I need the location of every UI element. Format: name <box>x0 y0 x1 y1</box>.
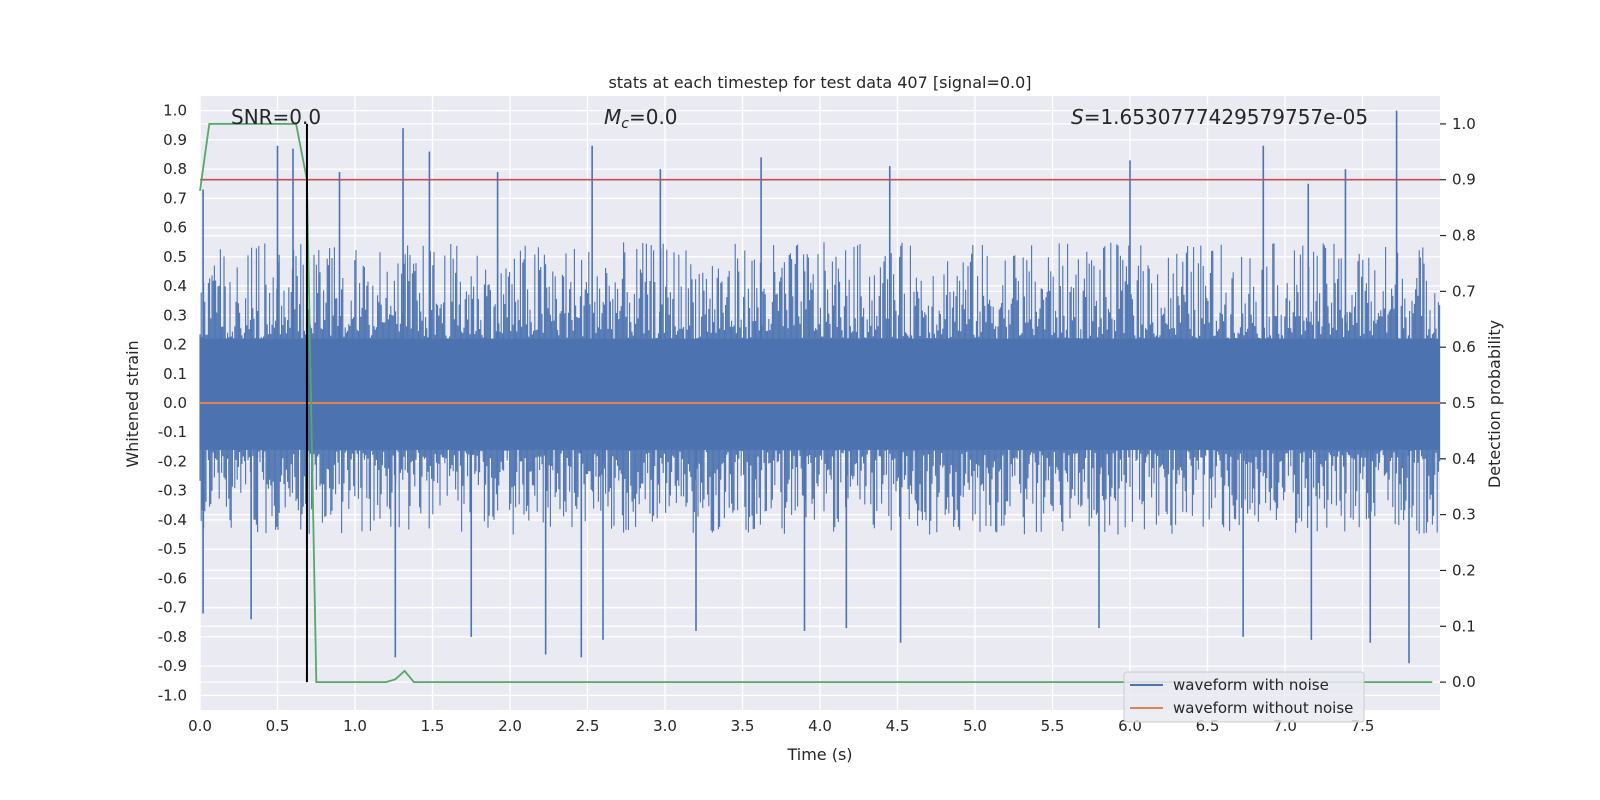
y-tick-label: 1.0 <box>163 102 187 120</box>
lines <box>199 123 1440 683</box>
y2-tick-label: 0.9 <box>1452 171 1476 189</box>
y2-tick-label: 0.1 <box>1452 617 1476 635</box>
y-tick-label: 0.0 <box>163 394 187 412</box>
y-tick-label: 0.8 <box>163 160 187 178</box>
x-tick-label: 3.0 <box>653 717 677 735</box>
legend: waveform with noise waveform without noi… <box>1123 671 1365 723</box>
y-tick-label: 0.5 <box>163 248 187 266</box>
y-tick-label: 0.9 <box>163 131 187 149</box>
ticks: 0.0 0.5 1.0 1.5 2.0 2.5 3.0 3.5 4.0 4.5 5.0 5.5 6.0 6… <box>158 102 1476 735</box>
y-tick-label: -1.0 <box>158 686 187 704</box>
y2-tick-label: 0.0 <box>1452 673 1476 691</box>
y-tick-label: 0.1 <box>163 365 187 383</box>
y-tick-label: 0.6 <box>163 219 187 237</box>
x-tick-label: 0.5 <box>266 717 290 735</box>
x-tick-label: 1.5 <box>421 717 445 735</box>
y-tick-label: 0.2 <box>163 336 187 354</box>
y2-tick-label: 0.6 <box>1452 338 1476 356</box>
y2-axis-label: Detection probability <box>1485 320 1504 488</box>
y-tick-label: -0.1 <box>158 423 187 441</box>
waveform-with-noise-core <box>200 338 1440 450</box>
y2-tick-label: 0.2 <box>1452 561 1476 579</box>
y2-tick-label: 0.4 <box>1452 450 1476 468</box>
x-tick-label: 4.5 <box>886 717 910 735</box>
x-tick-label: 0.0 <box>188 717 212 735</box>
x-tick-label: 4.0 <box>808 717 832 735</box>
y-tick-label: -0.5 <box>158 540 187 558</box>
x-tick-label: 2.5 <box>576 717 600 735</box>
y2-tick-label: 0.3 <box>1452 506 1476 524</box>
y-tick-label: -0.7 <box>158 599 187 617</box>
y-tick-label: -0.3 <box>158 482 187 500</box>
y-tick-label: 0.7 <box>163 189 187 207</box>
x-tick-label: 2.0 <box>498 717 522 735</box>
y-tick-label: -0.6 <box>158 569 187 587</box>
y2-tick-label: 1.0 <box>1452 115 1476 133</box>
y-tick-label: -0.8 <box>158 628 187 646</box>
y-tick-label: 0.4 <box>163 277 187 295</box>
y-tick-label: -0.4 <box>158 511 187 529</box>
y2-tick-label: 0.8 <box>1452 227 1476 245</box>
x-axis-label: Time (s) <box>786 745 852 764</box>
y-tick-label: -0.9 <box>158 657 187 675</box>
y2-tick-label: 0.7 <box>1452 282 1476 300</box>
snr-annotation: SNR=0.0 <box>231 105 321 129</box>
y-tick-label: 0.3 <box>163 306 187 324</box>
y-tick-label: -0.2 <box>158 452 187 470</box>
chirp-mass-annotation: Mc=0.0 <box>604 105 678 132</box>
s-statistic-annotation: S=1.6530777429579757e-05 <box>1071 105 1368 129</box>
x-tick-label: 3.5 <box>731 717 755 735</box>
x-tick-label: 1.0 <box>343 717 367 735</box>
waveform-with-noise-series <box>199 110 1441 664</box>
y-axis-label: Whitened strain <box>123 340 142 467</box>
x-tick-label: 5.0 <box>963 717 987 735</box>
chart-title: stats at each timestep for test data 407… <box>608 73 1031 92</box>
x-tick-label: 5.5 <box>1041 717 1065 735</box>
legend-label-without-noise: waveform without noise <box>1173 699 1353 717</box>
legend-box <box>1123 671 1365 723</box>
legend-label-with-noise: waveform with noise <box>1173 676 1329 694</box>
y2-tick-label: 0.5 <box>1452 394 1476 412</box>
detection-probability-line <box>199 123 1433 683</box>
